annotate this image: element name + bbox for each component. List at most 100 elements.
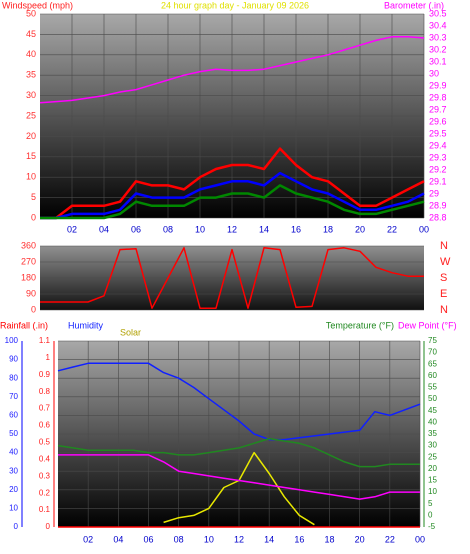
tick-label: 0 — [31, 304, 36, 314]
tick-label: 15 — [26, 151, 36, 161]
tick-label: S — [440, 272, 447, 284]
tick-label: 80 — [9, 373, 18, 382]
tick-label: 45 — [428, 406, 437, 415]
tick-label: E — [440, 288, 447, 300]
tick-label: 30.3 — [429, 32, 447, 42]
x-tick-label: 00 — [415, 534, 425, 544]
tick-label: 29.6 — [429, 116, 447, 126]
tick-label: 40 — [9, 448, 18, 457]
x-tick-label: 10 — [195, 224, 205, 234]
tick-label: 10 — [26, 172, 36, 182]
series-line — [57, 362, 421, 441]
tick-label: 30.5 — [429, 8, 447, 18]
tick-label: 0.7 — [39, 404, 51, 413]
tick-label: 30.4 — [429, 20, 447, 30]
tick-label: 90 — [26, 288, 36, 298]
tick-label: 30 — [428, 441, 437, 450]
tick-label: 55 — [428, 383, 437, 392]
x-tick-label: 16 — [294, 534, 304, 544]
tick-label: 180 — [21, 272, 36, 282]
tick-label: 1.1 — [39, 336, 51, 345]
tick-label: 30 — [9, 466, 18, 475]
tick-label: -5 — [428, 522, 436, 531]
tick-label: 100 — [5, 336, 19, 345]
x-tick-label: 04 — [99, 224, 109, 234]
tick-label: 75 — [428, 336, 437, 345]
tick-label: 5 — [31, 192, 36, 202]
x-tick-label: 18 — [323, 224, 333, 234]
x-tick-label: 02 — [67, 224, 77, 234]
tick-label: 29 — [429, 188, 439, 198]
tick-label: 1 — [46, 353, 51, 362]
x-tick-label: 18 — [324, 534, 334, 544]
tick-label: 40 — [26, 49, 36, 59]
series-line — [40, 247, 424, 309]
tick-label: 0.4 — [39, 454, 51, 463]
tick-label: 35 — [26, 70, 36, 80]
tick-label: 10 — [9, 504, 18, 513]
tick-label: 30 — [26, 90, 36, 100]
y2-axis-title: Barometer (.in) — [384, 0, 444, 10]
x-tick-label: 22 — [385, 534, 395, 544]
x-tick-label: 14 — [264, 534, 274, 544]
tick-label: 0.2 — [39, 488, 51, 497]
tick-label: 60 — [428, 371, 437, 380]
tick-label: 60 — [9, 411, 18, 420]
tick-label: 50 — [9, 429, 18, 438]
x-tick-label: 04 — [113, 534, 123, 544]
x-tick-label: 20 — [355, 534, 365, 544]
x-tick-label: 02 — [83, 534, 93, 544]
tick-label: 15 — [428, 476, 437, 485]
tick-label: N — [440, 304, 448, 316]
x-tick-label: 16 — [291, 224, 301, 234]
tick-label: 70 — [428, 348, 437, 357]
x-tick-label: 22 — [387, 224, 397, 234]
x-tick-label: 10 — [204, 534, 214, 544]
x-tick-label: 20 — [355, 224, 365, 234]
x-tick-label: 14 — [259, 224, 269, 234]
tick-label: W — [440, 256, 451, 268]
tick-label: 0 — [31, 212, 36, 222]
chart-title: 24 hour graph day - January 09 2026 — [161, 0, 309, 10]
tick-label: 20 — [428, 464, 437, 473]
tick-label: 28.9 — [429, 200, 447, 210]
y-axis-title: Windspeed (mph) — [2, 0, 73, 10]
tick-label: 20 — [26, 131, 36, 141]
series-line — [40, 171, 425, 220]
tick-label: 25 — [26, 110, 36, 120]
tick-label: 0 — [428, 510, 433, 519]
tick-label: 65 — [428, 359, 437, 368]
series-line — [40, 184, 425, 220]
tick-label: 40 — [428, 417, 437, 426]
tick-label: 360 — [21, 240, 36, 250]
x-tick-label: 12 — [234, 534, 244, 544]
tick-label: 29.3 — [429, 152, 447, 162]
tick-label: 30 — [429, 68, 439, 78]
tick-label: 29.5 — [429, 128, 447, 138]
tick-label: 29.7 — [429, 104, 447, 114]
tick-label: 50 — [428, 394, 437, 403]
x-tick-label: 08 — [163, 224, 173, 234]
legend-label: Dew Point (°F) — [398, 320, 457, 330]
tick-label: N — [440, 240, 448, 252]
tick-label: 0.6 — [39, 421, 51, 430]
x-tick-label: 06 — [131, 224, 141, 234]
x-tick-label: 06 — [143, 534, 153, 544]
tick-label: 29.4 — [429, 140, 447, 150]
tick-label: 10 — [428, 487, 437, 496]
tick-label: 70 — [9, 392, 18, 401]
tick-label: 0.1 — [39, 505, 51, 514]
tick-label: 45 — [26, 29, 36, 39]
tick-label: 30.1 — [429, 56, 447, 66]
tick-label: 29.9 — [429, 80, 447, 90]
tick-label: 25 — [428, 452, 437, 461]
series-line — [57, 437, 420, 468]
legend-label: Temperature (°F) — [326, 320, 394, 330]
tick-label: 30.2 — [429, 44, 447, 54]
x-tick-label: 00 — [419, 224, 429, 234]
tick-label: 20 — [9, 485, 18, 494]
tick-label: 28.8 — [429, 212, 447, 222]
legend-label: Solar — [120, 327, 141, 337]
legend-label: Humidity — [68, 320, 104, 330]
